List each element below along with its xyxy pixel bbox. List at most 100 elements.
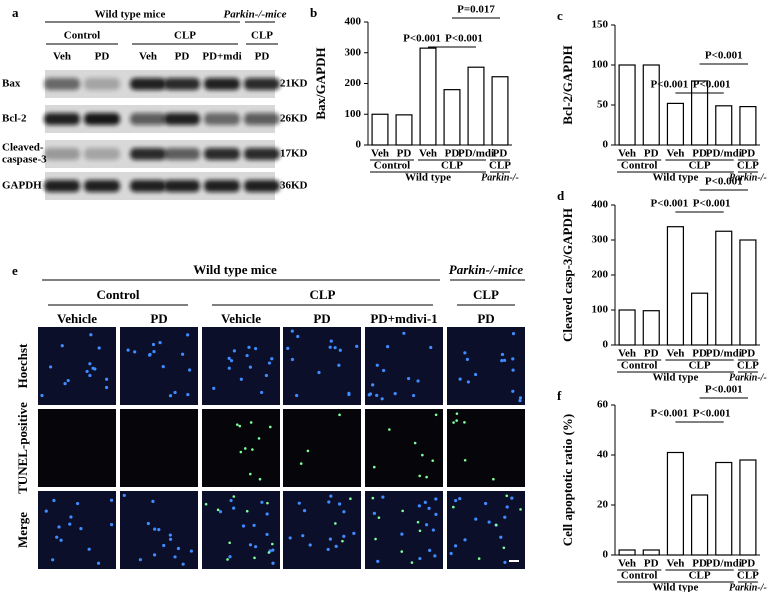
x-tick-label: Veh	[666, 558, 684, 570]
y-tick-label: 100	[592, 59, 609, 71]
band	[164, 113, 200, 125]
nucleus	[181, 562, 185, 566]
nucleus	[327, 500, 331, 504]
tunel-cell	[216, 508, 220, 512]
nucleus	[88, 362, 92, 366]
nucleus	[157, 528, 161, 532]
band	[44, 113, 80, 125]
x-tick-label: Veh	[618, 558, 636, 570]
y-axis-label: Bax/GAPDH	[313, 47, 328, 119]
x-tick-label: PD	[397, 148, 412, 160]
tunel-cell	[334, 522, 337, 525]
nucleus	[499, 535, 503, 539]
y-tick-label: 20	[597, 499, 609, 511]
x-tick-label: PD	[445, 148, 460, 160]
band	[44, 180, 80, 192]
nucleus	[328, 345, 332, 349]
lane-label: PD	[175, 51, 190, 63]
nucleus	[337, 502, 342, 506]
band	[130, 78, 166, 90]
nucleus	[271, 561, 275, 565]
band	[244, 78, 280, 90]
y-axis-label: Bcl-2/GAPDH	[560, 45, 575, 124]
bar	[618, 549, 636, 556]
nucleus	[109, 498, 114, 502]
band	[204, 113, 240, 125]
nucleus	[286, 346, 290, 350]
lane-label: PD	[95, 51, 110, 63]
nucleus	[265, 532, 269, 537]
y-tick-label: 0	[356, 139, 362, 151]
nucleus	[253, 346, 258, 351]
nucleus	[44, 509, 48, 513]
header: Wild type mice	[95, 9, 166, 21]
nucleus	[158, 340, 162, 345]
annotation: P<0.001	[705, 50, 743, 62]
group-label: CLP	[689, 360, 711, 372]
group-label: Control	[64, 30, 100, 42]
nucleus	[241, 524, 246, 528]
group-label: Control	[621, 570, 657, 582]
nucleus	[51, 558, 55, 562]
y-tick-label: 40	[597, 449, 609, 461]
micrograph	[120, 409, 198, 487]
bar	[715, 105, 733, 146]
nucleus	[518, 396, 523, 400]
nucleus	[371, 383, 375, 387]
band	[44, 78, 80, 90]
nucleus	[338, 348, 342, 352]
tunel-cell	[338, 413, 341, 417]
x-tick-label: PD/mdi	[706, 558, 742, 570]
lane-label: Veh	[53, 51, 71, 63]
nucleus	[375, 363, 379, 367]
nucleus	[368, 392, 373, 396]
nucleus	[458, 377, 462, 381]
band	[164, 78, 200, 90]
nucleus	[290, 329, 294, 333]
tunel-cell	[238, 424, 242, 428]
row-label: TUNEL-positive	[15, 402, 30, 494]
nucleus	[89, 333, 93, 337]
nucleus	[229, 359, 234, 363]
nucleus	[434, 512, 438, 516]
nucleus	[463, 351, 467, 355]
nucleus	[59, 538, 63, 542]
group-label: Parkin-/-	[729, 372, 767, 383]
tunel-cell	[239, 450, 243, 454]
column-label: Vehicle	[57, 311, 97, 326]
nucleus	[381, 495, 385, 499]
tunel-cell	[492, 477, 495, 481]
bar	[618, 309, 636, 346]
nucleus	[63, 382, 67, 386]
x-tick-label: Veh	[419, 148, 437, 160]
nucleus	[511, 368, 515, 372]
tunel-cell	[266, 501, 269, 505]
annotation: P<0.001	[693, 79, 731, 91]
nucleus	[96, 561, 101, 565]
nucleus	[317, 370, 321, 375]
tunel-cell	[377, 516, 381, 519]
micrograph	[283, 409, 361, 487]
nucleus	[252, 523, 256, 527]
band	[164, 148, 200, 160]
tunel-cell	[463, 458, 467, 462]
nucleus	[428, 548, 432, 552]
nucleus	[503, 515, 507, 519]
annotation: P=0.017	[457, 4, 495, 16]
tunel-cell	[251, 448, 254, 451]
tunel-cell	[371, 496, 375, 500]
nucleus	[453, 544, 458, 548]
column-label: Vehicle	[221, 311, 261, 326]
band	[244, 113, 280, 125]
nucleus	[186, 392, 190, 397]
group-label: Parkin-/-	[729, 582, 767, 592]
panel-label: a	[12, 5, 19, 20]
nucleus	[295, 393, 299, 398]
group-label: CLP	[174, 30, 196, 42]
panel-label: d	[557, 188, 565, 203]
nucleus	[400, 532, 404, 536]
y-tick-label: 50	[597, 99, 609, 111]
y-tick-label: 200	[345, 77, 362, 89]
tunel-cell	[271, 542, 274, 546]
nucleus	[328, 537, 333, 541]
